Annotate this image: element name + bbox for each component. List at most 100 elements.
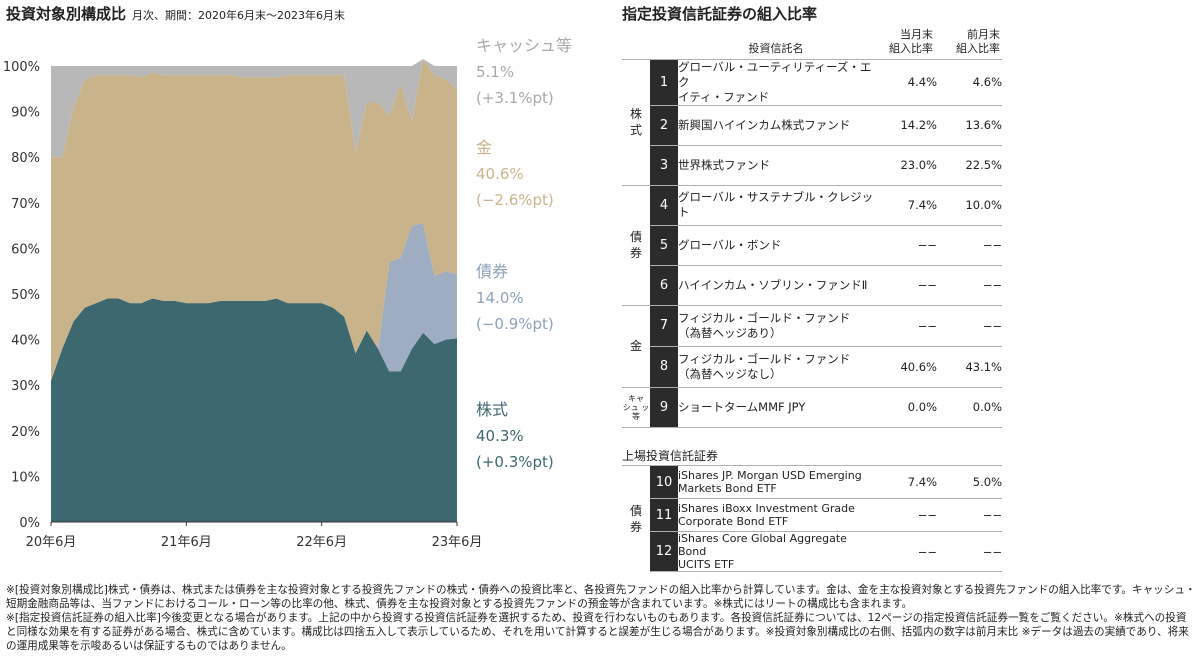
legend-diff: (+3.1%pt) (476, 89, 554, 107)
y-tick-label: 90% (11, 106, 40, 121)
header-fund-name: 投資信託名 (748, 41, 804, 55)
fund-name: フィジカル・ゴールド・ファンド （為替ヘッジあり） (678, 304, 874, 346)
previous-ratio: 4.6% (937, 58, 1002, 105)
category-label: 金 (622, 304, 650, 387)
table-row: 債券 4 グローバル・サステナブル・クレジット 7.4% 10.0% (622, 184, 1002, 305)
y-tick-label: 10% (11, 470, 40, 485)
legend-series-name: 金 (476, 138, 492, 157)
chart-areas (51, 59, 457, 522)
stacked-area-chart: 0% 10% 20% 30% 40% 50% 60% 70% 80% 90% 100% 20年6月 21… (3, 36, 572, 550)
previous-ratio: 5.0% (937, 465, 1002, 499)
previous-ratio: −− (937, 531, 1002, 572)
y-tick-label: 20% (11, 425, 40, 440)
fund-number: 12 (650, 531, 678, 572)
fund-name: iShares Core Global Aggregate Bond UCITS … (678, 531, 874, 572)
fund-name: iShares JP. Morgan USD Emerging Markets B… (678, 465, 874, 499)
previous-ratio: 0.0% (937, 386, 1002, 428)
chart-legend: キャッシュ等 5.1% (+3.1%pt) 金 40.6% (−2.6%pt) 債券 14.0… (476, 36, 572, 471)
fund-number: 10 (650, 465, 678, 499)
fund-name: グローバル・サステナブル・クレジット (678, 184, 874, 225)
fund-name: グローバル・ユーティリティーズ・エク イティ・ファンド (678, 58, 874, 105)
area-キャッシュ等 (51, 59, 457, 158)
previous-ratio: 13.6% (937, 104, 1002, 145)
legend-series-name: 債券 (476, 262, 508, 281)
footnotes: ※[投資対象別構成比]株式・債券は、株式または債券を主な投資対象とする投資先ファ… (6, 583, 1196, 653)
x-tick-label: 23年6月 (432, 535, 483, 550)
category-label: 債券 (622, 465, 650, 572)
category-label: キャ シュ ッ等 (622, 386, 650, 428)
chart-title: 投資対象別構成比 月次、期間：2020年6月末〜2023年6月末 (6, 3, 345, 24)
previous-ratio: −− (937, 498, 1002, 532)
fund-number: 1 (650, 58, 678, 105)
fund-name: ハイインカム・ソブリン・ファンドⅡ (678, 264, 874, 305)
current-ratio: −− (874, 304, 937, 346)
y-tick-label: 40% (11, 334, 40, 349)
legend-diff: (−0.9%pt) (476, 315, 554, 333)
fund-number: 6 (650, 264, 678, 305)
current-ratio: 4.4% (874, 58, 937, 105)
area-株式 (51, 298, 457, 522)
fund-number: 8 (650, 345, 678, 387)
legend-value: 40.6% (476, 165, 524, 183)
previous-ratio: −− (937, 264, 1002, 305)
current-ratio: 0.0% (874, 386, 937, 428)
legend-series-name: キャッシュ等 (476, 36, 572, 55)
current-ratio: 14.2% (874, 104, 937, 145)
fund-number: 9 (650, 386, 678, 428)
chart-axes: 0% 10% 20% 30% 40% 50% 60% 70% 80% 90% 100% 20年6月 21… (3, 60, 483, 550)
footnote-1: ※[投資対象別構成比]株式・債券は、株式または債券を主な投資対象とする投資先ファ… (6, 584, 1196, 610)
fund-number: 5 (650, 224, 678, 265)
y-tick-label: 50% (11, 288, 40, 303)
current-ratio: −− (874, 498, 937, 532)
table-title: 指定投資信託証券の組入比率 (622, 5, 818, 23)
fund-number: 11 (650, 498, 678, 532)
current-ratio: 23.0% (874, 144, 937, 185)
table-row: 金 7 フィジカル・ゴールド・ファンド （為替ヘッジあり） −− −− (622, 304, 1002, 387)
fund-number: 4 (650, 184, 678, 225)
fund-name: 新興国ハイインカム株式ファンド (678, 104, 874, 145)
area-金 (51, 59, 457, 381)
previous-ratio: 43.1% (937, 345, 1002, 387)
legend-entry: 債券 14.0% (−0.9%pt) (476, 262, 554, 333)
legend-entry: 金 40.6% (−2.6%pt) (476, 138, 554, 209)
chart-title-text: 投資対象別構成比 (6, 5, 127, 23)
legend-value: 5.1% (476, 63, 514, 81)
fund-name: フィジカル・ゴールド・ファンド （為替ヘッジなし） (678, 345, 874, 387)
table-row: 11 iShares iBoxx Investment Grade Corpora… (622, 498, 1002, 532)
x-tick-label: 20年6月 (26, 535, 77, 550)
chart-subtitle: 月次、期間：2020年6月末〜2023年6月末 (132, 9, 345, 22)
legend-series-name: 株式 (476, 400, 508, 419)
current-ratio: −− (874, 531, 937, 572)
legend-value: 40.3% (476, 427, 524, 445)
legend-value: 14.0% (476, 289, 524, 307)
previous-ratio: 10.0% (937, 184, 1002, 225)
previous-ratio: −− (937, 304, 1002, 346)
x-tick-label: 21年6月 (161, 535, 212, 550)
legend-entry: 株式 40.3% (+0.3%pt) (476, 400, 554, 471)
x-tick-label: 22年6月 (296, 535, 347, 550)
current-ratio: 40.6% (874, 345, 937, 387)
category-label: 債券 (622, 184, 650, 305)
table-row: 8 フィジカル・ゴールド・ファンド （為替ヘッジなし） 40.6% 43.1% (622, 345, 1002, 387)
fund-number: 2 (650, 104, 678, 145)
fund-number: 3 (650, 144, 678, 185)
category-label: 株式 (622, 58, 650, 185)
previous-ratio: 22.5% (937, 144, 1002, 185)
header-previous: 前月末 組入比率 (956, 27, 1000, 55)
table-row: キャ シュ ッ等 9 ショートタームMMF JPY 0.0% 0.0% (622, 386, 1002, 428)
y-tick-label: 80% (11, 151, 40, 166)
previous-ratio: −− (937, 224, 1002, 265)
table-row: 5 グローバル・ボンド −− −− (622, 224, 1002, 265)
current-ratio: −− (874, 224, 937, 265)
table-row: 株式 1 グローバル・ユーティリティーズ・エク イティ・ファンド 4.4% 4.6… (622, 58, 1002, 185)
current-ratio: 7.4% (874, 465, 937, 499)
legend-entry: キャッシュ等 5.1% (+3.1%pt) (476, 36, 572, 107)
table-row: 12 iShares Core Global Aggregate Bond UCI… (622, 531, 1002, 572)
current-ratio: −− (874, 264, 937, 305)
designated-holdings-table: 投資信託名 当月末 組入比率 前月末 組入比率 株式 1 グローバル・ユーティリティ… (622, 22, 1002, 428)
fund-name: 世界株式ファンド (678, 144, 874, 185)
table-row: 2 新興国ハイインカム株式ファンド 14.2% 13.6% (622, 104, 1002, 145)
area-債券 (51, 223, 457, 381)
table-row: 債券 10 iShares JP. Morgan USD Emerging Mar… (622, 465, 1002, 572)
table-row: 3 世界株式ファンド 23.0% 22.5% (622, 144, 1002, 185)
